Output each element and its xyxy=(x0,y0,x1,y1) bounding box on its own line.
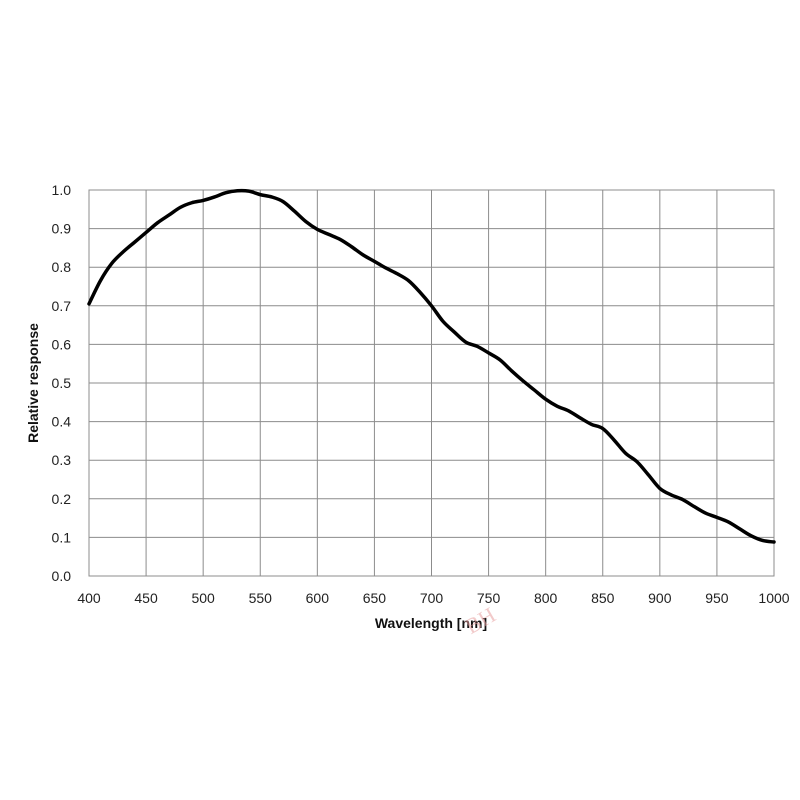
y-tick-label: 0.0 xyxy=(52,568,72,584)
x-tick-label: 1000 xyxy=(758,590,789,606)
y-tick-label: 0.7 xyxy=(52,298,72,314)
x-tick-label: 500 xyxy=(191,590,215,606)
plot-frame xyxy=(88,189,775,577)
y-tick-labels: 0.0 0.1 0.2 0.3 0.4 0.5 0.6 0.7 0.8 0.9 1.0 xyxy=(52,182,72,584)
x-tick-label: 750 xyxy=(477,590,501,606)
x-axis-title: Wavelength [nm] xyxy=(375,615,487,631)
grid-layer xyxy=(88,189,775,577)
x-tick-label: 400 xyxy=(77,590,101,606)
y-tick-label: 0.8 xyxy=(52,259,72,275)
y-tick-label: 0.2 xyxy=(52,491,72,507)
x-tick-label: 450 xyxy=(134,590,158,606)
x-tick-label: 850 xyxy=(591,590,615,606)
y-tick-label: 0.9 xyxy=(52,221,72,237)
y-tick-label: 0.3 xyxy=(52,452,72,468)
y-tick-label: 0.5 xyxy=(52,375,72,391)
x-tick-labels: 400 450 500 550 600 650 700 750 800 850 900 950 1000 xyxy=(77,590,789,606)
x-tick-label: 950 xyxy=(705,590,729,606)
x-tick-label: 650 xyxy=(363,590,387,606)
y-tick-label: 0.1 xyxy=(52,529,72,545)
x-tick-label: 600 xyxy=(306,590,330,606)
y-axis-title: Relative response xyxy=(25,323,41,443)
x-tick-label: 900 xyxy=(648,590,672,606)
series-line xyxy=(87,188,776,544)
y-tick-label: 0.4 xyxy=(52,414,72,430)
y-tick-label: 0.6 xyxy=(52,336,72,352)
watermark: BH xyxy=(461,602,500,639)
x-tick-label: 800 xyxy=(534,590,558,606)
y-tick-label: 1.0 xyxy=(52,182,72,198)
x-tick-label: 550 xyxy=(249,590,273,606)
x-tick-label: 700 xyxy=(420,590,444,606)
